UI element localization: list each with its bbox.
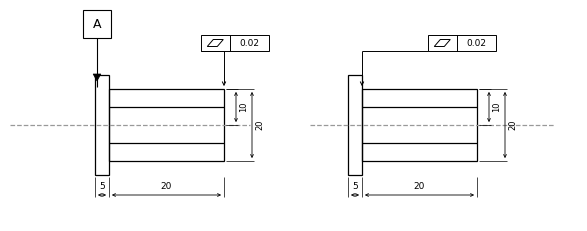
Text: 5: 5 (352, 182, 358, 191)
Text: 20: 20 (508, 120, 517, 130)
Bar (428, 35, 496, 51)
Text: 20: 20 (161, 182, 172, 191)
Text: 0.02: 0.02 (466, 39, 486, 48)
Text: A: A (93, 18, 101, 30)
Bar (83, 10, 111, 38)
Text: 20: 20 (414, 182, 425, 191)
Text: 0.02: 0.02 (239, 39, 259, 48)
Bar (201, 35, 269, 51)
Text: 10: 10 (239, 102, 248, 112)
Polygon shape (93, 74, 101, 81)
Bar (95, 75, 109, 175)
Bar (109, 89, 224, 161)
Text: 5: 5 (99, 182, 105, 191)
Text: 10: 10 (492, 102, 501, 112)
Text: 20: 20 (255, 120, 264, 130)
Bar (362, 89, 477, 161)
Bar (348, 75, 362, 175)
